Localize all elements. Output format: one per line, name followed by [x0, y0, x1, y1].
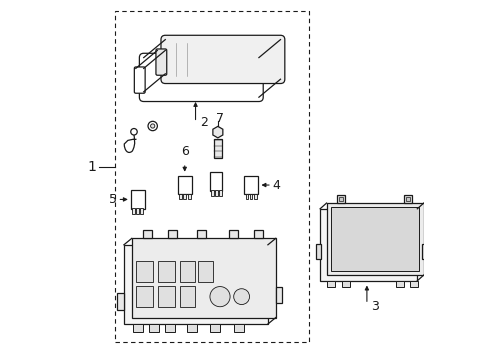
- Bar: [320, 209, 416, 281]
- Circle shape: [233, 289, 249, 305]
- Bar: [326, 281, 335, 287]
- Bar: [211, 190, 214, 196]
- Bar: [165, 324, 175, 332]
- Bar: [180, 286, 194, 307]
- Bar: [213, 139, 222, 158]
- Bar: [158, 286, 175, 307]
- Bar: [136, 286, 153, 307]
- Bar: [210, 324, 220, 332]
- Bar: [123, 245, 267, 324]
- Bar: [180, 261, 194, 282]
- Text: 4: 4: [272, 179, 280, 192]
- Bar: [233, 324, 244, 332]
- Bar: [158, 261, 175, 282]
- Bar: [136, 208, 139, 214]
- Bar: [405, 197, 409, 201]
- Bar: [219, 190, 222, 196]
- Bar: [131, 190, 144, 209]
- Bar: [275, 287, 282, 303]
- Bar: [245, 194, 248, 199]
- Bar: [337, 195, 345, 203]
- Circle shape: [150, 124, 155, 128]
- Bar: [198, 261, 212, 282]
- Bar: [142, 230, 151, 238]
- Bar: [149, 324, 159, 332]
- Text: 6: 6: [181, 145, 188, 158]
- Bar: [179, 194, 182, 199]
- Bar: [395, 281, 403, 287]
- Bar: [215, 190, 218, 196]
- Bar: [187, 194, 190, 199]
- Bar: [249, 194, 252, 199]
- Text: 1: 1: [87, 161, 96, 174]
- Bar: [183, 194, 186, 199]
- Bar: [132, 238, 275, 318]
- Bar: [228, 230, 238, 238]
- Bar: [133, 324, 142, 332]
- Text: 5: 5: [109, 193, 117, 206]
- Bar: [253, 194, 256, 199]
- Circle shape: [148, 121, 157, 131]
- Bar: [178, 176, 191, 194]
- Bar: [117, 293, 123, 310]
- FancyBboxPatch shape: [161, 35, 284, 84]
- Bar: [341, 281, 349, 287]
- Bar: [315, 244, 320, 259]
- Text: 3: 3: [370, 300, 378, 313]
- Bar: [409, 281, 417, 287]
- FancyBboxPatch shape: [139, 53, 263, 102]
- Text: 7: 7: [215, 112, 223, 125]
- Bar: [140, 208, 143, 214]
- Bar: [326, 203, 423, 275]
- Bar: [186, 324, 197, 332]
- Bar: [403, 195, 411, 203]
- Bar: [210, 172, 222, 191]
- Bar: [254, 230, 263, 238]
- Text: 2: 2: [200, 116, 208, 129]
- Bar: [196, 230, 205, 238]
- Bar: [330, 207, 419, 271]
- Circle shape: [209, 287, 230, 307]
- Bar: [244, 176, 258, 194]
- Bar: [167, 230, 177, 238]
- Bar: [339, 197, 343, 201]
- Bar: [115, 11, 309, 342]
- Bar: [136, 261, 153, 282]
- Bar: [421, 244, 426, 259]
- Bar: [132, 208, 135, 214]
- FancyBboxPatch shape: [134, 67, 145, 93]
- Circle shape: [130, 129, 137, 135]
- FancyBboxPatch shape: [156, 49, 166, 75]
